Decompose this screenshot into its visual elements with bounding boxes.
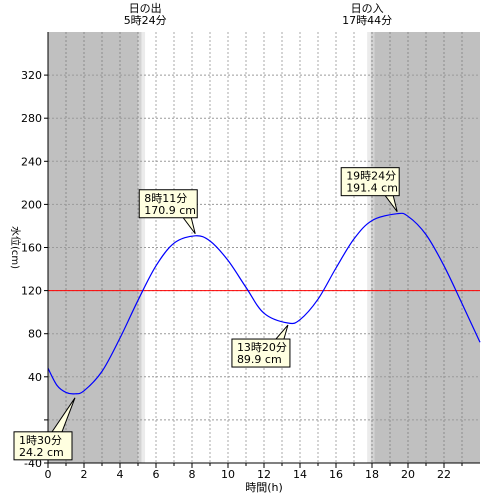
twilight-band-morning-light: [141, 32, 146, 463]
annotation-time: 19時24分: [346, 170, 396, 183]
annotation-box: [231, 338, 291, 368]
y-tick-label: 40: [28, 371, 42, 384]
y-tick-label: 80: [28, 328, 42, 341]
annotation-time: 13時20分: [237, 341, 287, 354]
x-tick-label: 8: [189, 468, 196, 481]
twilight-band-morning-dark: [138, 32, 142, 463]
annotation-box: [138, 189, 198, 219]
annotation-value: 170.9 cm: [144, 204, 196, 217]
sunset-time: 17時44分: [342, 14, 392, 27]
y-tick-label: 320: [21, 69, 42, 82]
x-tick-label: 14: [293, 468, 307, 481]
x-axis-title: 時間(h): [245, 481, 283, 494]
x-tick-label: 6: [153, 468, 160, 481]
y-tick-label: 240: [21, 155, 42, 168]
x-tick-label: 4: [117, 468, 124, 481]
annotation-value: 24.2 cm: [19, 446, 64, 459]
y-tick-label: 120: [21, 285, 42, 298]
sunrise-time: 5時24分: [124, 14, 167, 27]
y-axis-title: 水位(cm): [9, 226, 22, 269]
annotation-time: 8時11分: [144, 192, 187, 205]
x-tick-label: 20: [401, 468, 415, 481]
annotation-box: [13, 431, 73, 461]
annotation-value: 191.4 cm: [346, 182, 398, 195]
night-band-evening: [374, 32, 480, 463]
y-tick-label: 160: [21, 242, 42, 255]
x-tick-label: 0: [45, 468, 52, 481]
sunset-title: 日の入: [351, 2, 384, 15]
x-tick-label: 16: [329, 468, 343, 481]
sunrise-title: 日の出: [129, 1, 162, 15]
annotation-value: 89.9 cm: [237, 353, 282, 366]
y-tick-label: 280: [21, 112, 42, 125]
annotation-time: 1時30分: [19, 434, 62, 447]
x-tick-label: 12: [257, 468, 271, 481]
x-tick-label: 10: [221, 468, 235, 481]
x-tick-label: 2: [81, 468, 88, 481]
y-tick-label: 200: [21, 198, 42, 211]
annotation-box: [340, 167, 400, 197]
x-tick-label: 18: [365, 468, 379, 481]
x-tick-label: 22: [437, 468, 451, 481]
tide-curve: [47, 212, 481, 395]
